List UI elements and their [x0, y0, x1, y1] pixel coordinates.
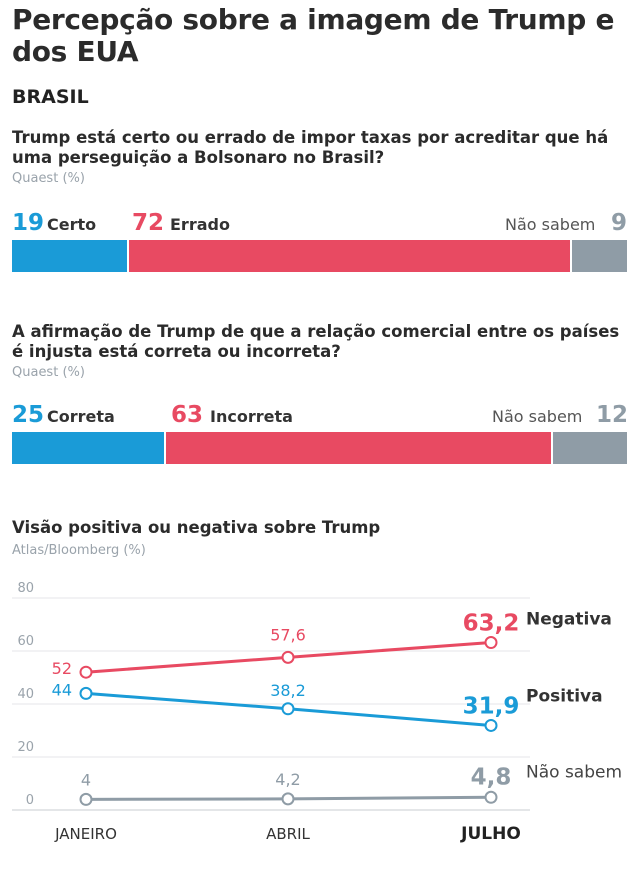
- q1-naosabem-value: 9: [611, 210, 628, 236]
- data-label: 63,2: [463, 611, 520, 637]
- data-label: 4: [81, 770, 91, 789]
- question-2-source: Quaest (%): [12, 365, 85, 380]
- data-point: [484, 636, 498, 650]
- q2-naosabem-label: Não sabem: [492, 407, 583, 426]
- data-label: 38,2: [270, 681, 306, 700]
- q1-certo-value: 19: [12, 210, 45, 236]
- q1-certo-label: Certo: [47, 215, 97, 234]
- q1-bar-errado: [128, 240, 570, 272]
- data-label: 4,2: [275, 770, 300, 789]
- data-label: 52: [52, 659, 72, 678]
- q1-bar-certo: [12, 240, 127, 272]
- q1-errado-label: Errado: [170, 215, 230, 234]
- y-tick-label: 0: [26, 793, 34, 808]
- question-1: Trump está certo ou errado de impor taxa…: [12, 128, 609, 167]
- line-chart: 0 20 40 60 80 JANEIRO ABRIL JULHO 52 57,6 63,2 Nega…: [12, 581, 622, 844]
- y-tick-label: 40: [17, 687, 34, 702]
- q2-incorreta-label: Incorreta: [210, 407, 293, 426]
- country-label: BRASIL: [12, 86, 89, 108]
- q1-stacked-bar: [12, 240, 627, 272]
- y-tick-label: 20: [17, 740, 34, 755]
- page-title: Percepção sobre a imagem de Trump e dos …: [12, 3, 615, 68]
- data-point: [281, 650, 295, 664]
- question-3-source: Atlas/Bloomberg (%): [12, 543, 146, 558]
- q2-stacked-bar: [12, 432, 627, 464]
- q1-naosabem-label: Não sabem: [505, 215, 596, 234]
- data-point: [484, 718, 498, 732]
- question-3: Visão positiva ou negativa sobre Trump: [12, 518, 381, 537]
- series-name-1: Positiva: [526, 686, 603, 706]
- data-point: [79, 686, 93, 700]
- question-2: A afirmação de Trump de que a relação co…: [12, 322, 620, 361]
- q2-incorreta-value: 63: [171, 402, 204, 428]
- data-label: 57,6: [270, 625, 306, 644]
- q2-bar-correta: [12, 432, 164, 464]
- question-1-source: Quaest (%): [12, 171, 85, 186]
- series-name-0: Negativa: [526, 610, 612, 630]
- data-label: 44: [52, 680, 72, 699]
- x-tick-label: JANEIRO: [54, 825, 117, 843]
- q2-bar-naosabem: [553, 432, 627, 464]
- q2-bar-incorreta: [165, 432, 552, 464]
- y-tick-label: 60: [17, 634, 34, 649]
- q1-bar-naosabem: [571, 240, 627, 272]
- data-point: [281, 702, 295, 716]
- data-label: 31,9: [463, 693, 520, 719]
- q1-errado-value: 72: [132, 210, 165, 236]
- data-point: [79, 792, 93, 806]
- y-tick-label: 80: [17, 581, 34, 596]
- data-point: [281, 792, 295, 806]
- q2-correta-value: 25: [12, 402, 45, 428]
- series-name-2: Não sabem: [526, 762, 622, 782]
- data-point: [79, 665, 93, 679]
- data-point: [484, 790, 498, 804]
- x-tick-label: ABRIL: [266, 825, 310, 843]
- q2-naosabem-value: 12: [596, 402, 629, 428]
- x-tick-label: JULHO: [460, 824, 521, 844]
- data-label: 4,8: [471, 764, 512, 790]
- q2-correta-label: Correta: [47, 407, 115, 426]
